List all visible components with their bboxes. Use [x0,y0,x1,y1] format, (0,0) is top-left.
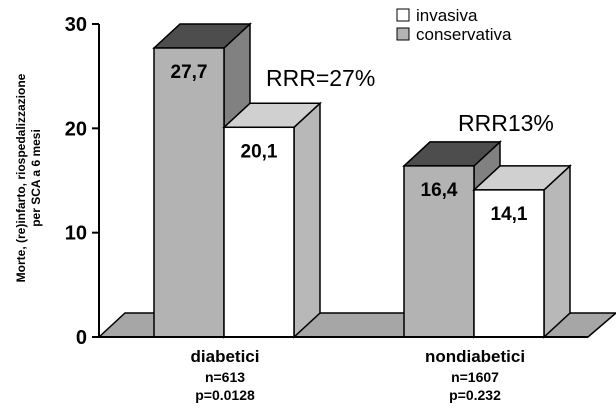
x-category-p: p=0.0128 [195,387,255,403]
legend-swatch-conservativa [396,27,410,41]
y-tick-label: 10 [65,223,87,245]
bar-value-label: 14,1 [491,204,528,225]
legend-label-invasiva: invasiva [416,6,478,25]
x-category-n: n=613 [205,369,245,385]
category-labels: diabetici n=613 p=0.0128 nondiabetici n=1607… [191,347,526,403]
y-axis-title-line-2: per SCA a 6 mesi [29,129,43,227]
bar-side-face [293,101,321,339]
rrr-annotation: RRR13% [458,110,554,136]
bar-front-face [403,165,475,338]
bar-invasiva-diabetici: 20,1 [222,101,322,339]
bar-invasiva-nondiabetici: 14,1 [472,164,572,339]
rrr-annotation: RRR=27% [266,65,375,91]
x-category-label: diabetici [191,347,260,366]
y-tick-label: 30 [65,14,87,36]
annotations: RRR=27% RRR13% [266,65,554,136]
bar-value-label: 20,1 [241,141,278,162]
y-axis-title: Morte, (re)infarto, riospedalizzazione p… [14,73,43,282]
y-tick-label: 0 [76,327,87,349]
bars-group: 27,7 20,1 16,4 14,1 [152,22,572,339]
x-category-n: n=1607 [451,369,499,385]
y-axis-title-line-1: Morte, (re)infarto, riospedalizzazione [14,73,28,282]
legend-label-conservativa: conservativa [416,25,512,44]
bar-value-label: 16,4 [421,180,458,201]
y-tick-label: 20 [65,118,87,140]
bar-value-label: 27,7 [171,62,208,83]
legend-swatch-invasiva [396,8,410,22]
x-category-label: nondiabetici [425,347,525,366]
y-ticks: 0 10 20 30 [65,14,99,349]
x-category-p: p=0.232 [449,387,501,403]
bar-front-face [153,47,225,338]
bar-front-face [223,126,295,338]
bar-side-face [543,164,571,339]
